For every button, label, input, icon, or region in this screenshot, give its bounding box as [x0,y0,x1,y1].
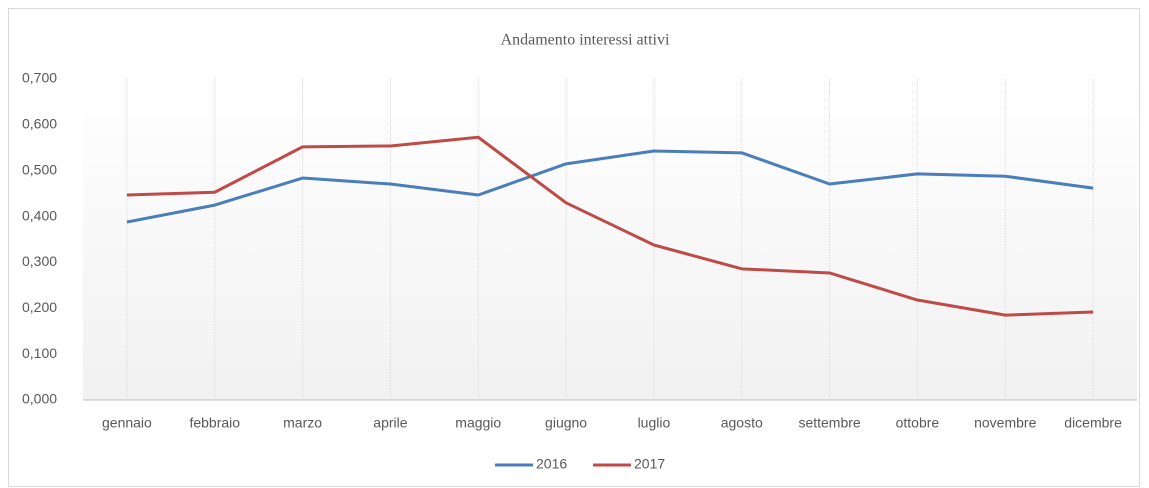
plot-area [83,79,1137,400]
legend-label: 2017 [634,456,665,472]
y-tick-label: 0,500 [22,161,57,177]
x-tick-label: giugno [545,415,587,431]
x-tick-label: luglio [638,415,671,431]
x-tick-label: novembre [974,415,1036,431]
x-tick-label: settembre [798,415,860,431]
legend-label: 2016 [536,456,567,472]
y-tick-label: 0,100 [22,345,57,361]
chart-title: Andamento interessi attivi [501,32,670,49]
x-tick-label: maggio [455,415,501,431]
y-tick-label: 0,700 [22,70,57,86]
y-tick-label: 0,600 [22,116,57,132]
y-tick-label: 0,300 [22,253,57,269]
x-tick-label: dicembre [1064,415,1122,431]
x-tick-label: febbraio [189,415,240,431]
y-tick-label: 0,000 [22,391,57,407]
series-line [126,149,1094,224]
x-tick-label: ottobre [896,415,940,431]
x-tick-label: marzo [283,415,322,431]
x-tick-label: agosto [721,415,763,431]
x-tick-label: aprile [373,415,407,431]
x-tick-label: gennaio [102,415,152,431]
y-tick-label: 0,200 [22,299,57,315]
series-line [126,135,1094,317]
y-tick-label: 0,400 [22,207,57,223]
